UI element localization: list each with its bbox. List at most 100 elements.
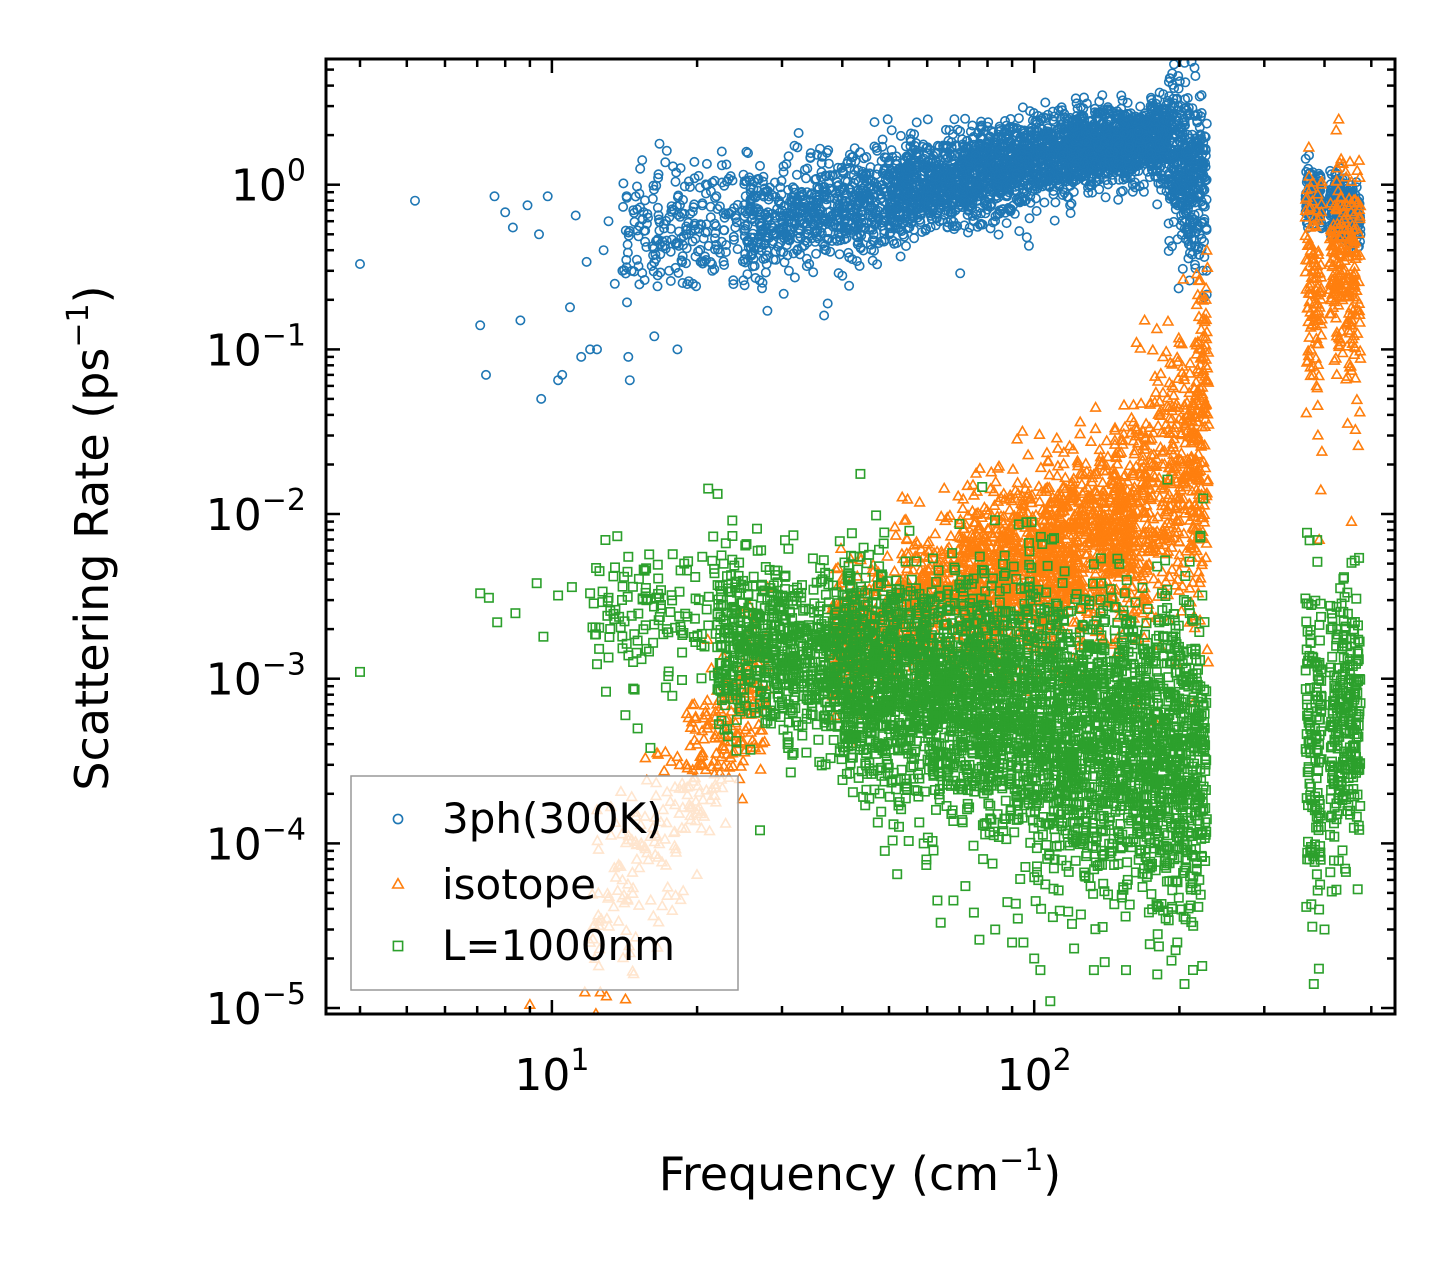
circle-point	[648, 266, 659, 277]
circle-point	[965, 126, 976, 137]
circle-point	[754, 160, 765, 171]
circle-point	[653, 169, 664, 180]
circle-point	[801, 261, 812, 272]
circle-point	[799, 164, 810, 175]
circle-point	[637, 155, 648, 166]
circle-point	[822, 298, 833, 309]
circle-point	[778, 161, 789, 172]
circle-point	[677, 194, 688, 205]
circle-point	[738, 169, 749, 180]
circle-point	[800, 197, 811, 208]
circle-point	[861, 217, 872, 228]
circle-point	[955, 268, 966, 279]
circle-point	[783, 265, 794, 276]
circle-point	[900, 241, 911, 252]
circle-point	[697, 256, 708, 267]
circle-point	[661, 145, 672, 156]
circle-point	[719, 259, 730, 270]
circle-point	[515, 315, 526, 326]
circle-point	[622, 247, 633, 258]
triangle-point	[889, 528, 903, 540]
circle-point	[675, 211, 686, 222]
circle-point	[626, 265, 637, 276]
circle-point	[895, 130, 906, 141]
circle-point	[922, 114, 933, 125]
circle-point	[931, 212, 942, 223]
circle-point	[725, 171, 736, 182]
circle-point	[774, 195, 785, 206]
circle-point	[834, 249, 845, 260]
circle-point	[801, 253, 812, 264]
circle-point	[866, 244, 877, 255]
circle-point	[690, 233, 701, 244]
triangle-point	[928, 527, 942, 539]
circle-point	[789, 201, 800, 212]
circle-point	[618, 178, 629, 189]
circle-point	[844, 280, 855, 291]
circle-point	[1013, 113, 1024, 124]
circle-point	[949, 114, 960, 125]
circle-point	[750, 272, 761, 283]
circle-point	[672, 344, 683, 355]
circle-point	[744, 204, 755, 215]
circle-point	[701, 219, 712, 230]
circle-point	[728, 279, 739, 290]
circle-point	[618, 201, 629, 212]
circle-point	[853, 165, 864, 176]
circle-point	[799, 240, 810, 251]
circle-point	[536, 393, 547, 404]
circle-point	[768, 254, 779, 265]
circle-point	[670, 176, 681, 187]
circle-point	[805, 148, 816, 159]
circle-point	[700, 188, 711, 199]
circle-point	[653, 210, 664, 221]
circle-point	[1163, 218, 1174, 229]
circle-point	[760, 210, 771, 221]
circle-point	[720, 247, 731, 258]
triangle-point	[754, 763, 767, 774]
circle-point	[665, 275, 676, 286]
circle-point	[728, 275, 739, 286]
circle-point	[1024, 213, 1035, 224]
circle-point	[570, 210, 581, 221]
triangle-point	[659, 745, 672, 757]
circle-point	[696, 220, 707, 231]
circle-point	[1049, 215, 1060, 226]
circle-point	[647, 193, 658, 204]
circle-point	[823, 158, 834, 169]
circle-point	[745, 242, 756, 253]
circle-point	[701, 158, 712, 169]
circle-point	[695, 219, 706, 230]
circle-point	[633, 231, 644, 242]
circle-point	[804, 258, 815, 269]
triangle-point	[697, 732, 711, 744]
circle-point	[845, 210, 856, 221]
circle-point	[639, 225, 650, 236]
circle-point	[837, 183, 848, 194]
circle-point	[819, 310, 830, 321]
circle-point	[824, 193, 835, 204]
circle-point	[687, 236, 698, 247]
circle-point	[679, 181, 690, 192]
circle-point	[703, 240, 714, 251]
circle-point	[1100, 192, 1111, 203]
circle-point	[711, 191, 722, 202]
circle-point	[622, 239, 633, 250]
circle-point	[802, 209, 813, 220]
circle-point	[657, 236, 668, 247]
circle-point	[840, 210, 851, 221]
circle-point	[621, 192, 632, 203]
circle-point	[728, 234, 739, 245]
circle-point	[677, 277, 688, 288]
circle-point	[868, 189, 879, 200]
circle-point	[779, 233, 790, 244]
circle-point	[796, 215, 807, 226]
circle-point	[1169, 31, 1177, 39]
circle-point	[778, 247, 789, 258]
circle-point	[533, 229, 544, 240]
circle-point	[872, 205, 883, 216]
circle-point	[761, 187, 772, 198]
circle-point	[832, 200, 843, 211]
circle-point	[884, 168, 895, 179]
triangle-point	[619, 992, 632, 1004]
